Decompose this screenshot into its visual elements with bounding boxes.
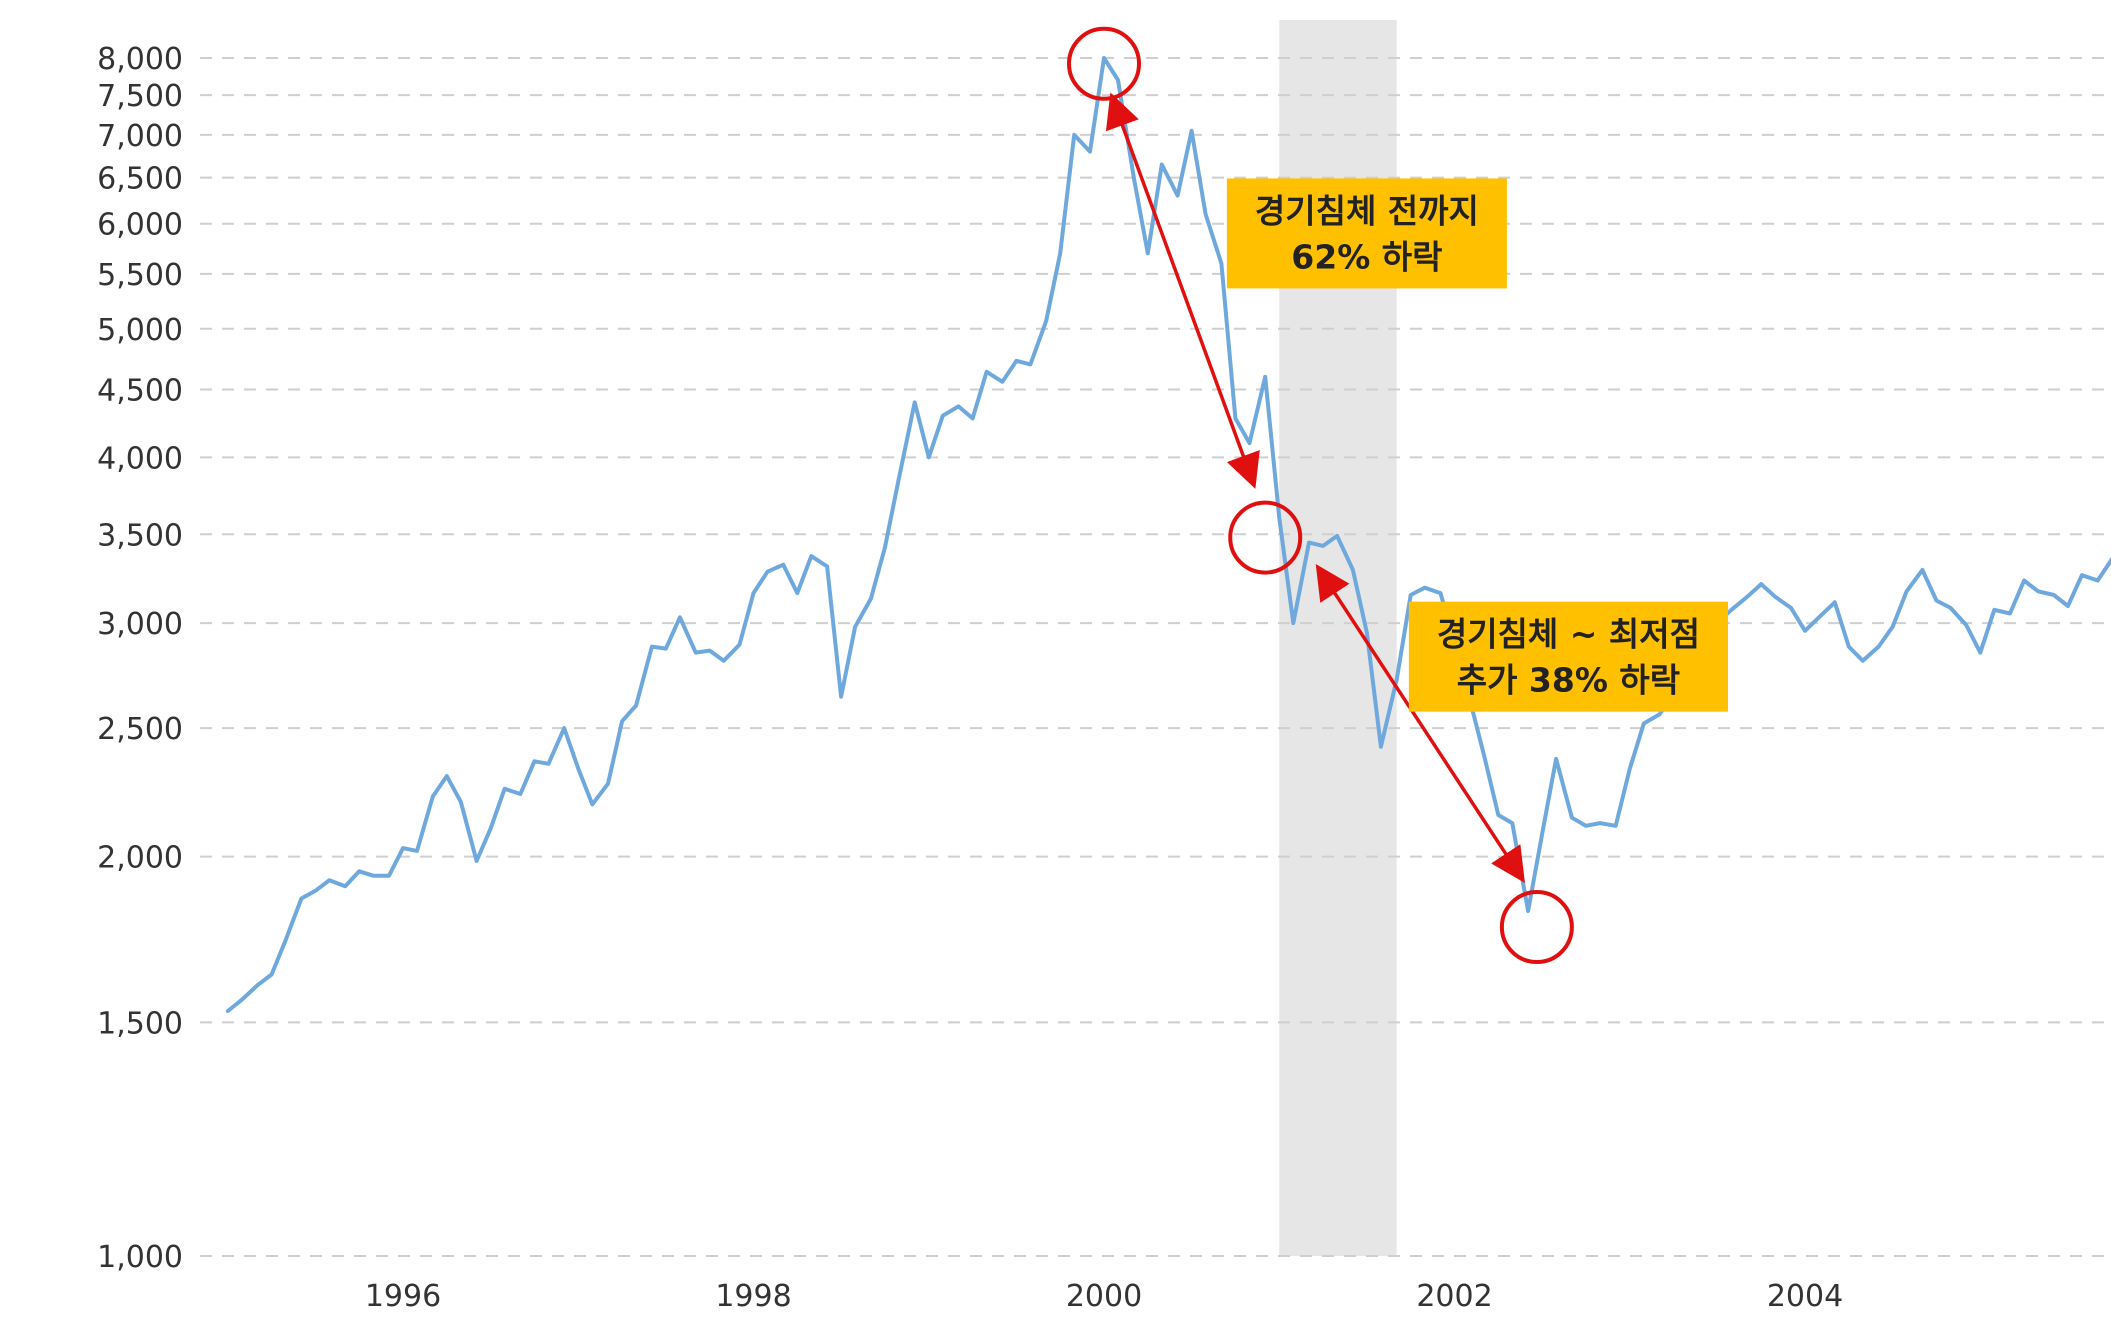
x-tick-label: 1996 — [365, 1279, 441, 1314]
y-axis: 1,000 1,500 2,000 2,500 3,000 3,500 4,000 4,500… — [97, 42, 183, 1275]
y-tick-label: 8,000 — [97, 42, 183, 77]
annotation-line: 추가 38% 하락 — [1457, 661, 1680, 700]
marker-bottom — [1499, 890, 1574, 965]
y-tick-label: 2,000 — [97, 841, 183, 876]
marker-layer — [1067, 26, 1574, 965]
arrow-peak-to-recession — [1105, 92, 1260, 489]
annotation-box — [1408, 601, 1728, 712]
y-tick-label: 7,000 — [97, 119, 183, 154]
x-tick-label: 2002 — [1416, 1279, 1492, 1314]
x-tick-label: 1998 — [715, 1279, 791, 1314]
y-tick-label: 5,500 — [97, 258, 183, 293]
y-tick-label: 6,500 — [97, 162, 183, 197]
annotation-line: 62% 하락 — [1291, 237, 1442, 276]
arrow-recession-to-bottom — [1315, 564, 1525, 884]
annotation-line: 경기침체 전까지 — [1255, 191, 1479, 230]
annotation-pre-recession: 경기침체 전까지 62% 하락 — [1226, 178, 1507, 289]
annotation-line: 경기침체 ~ 최저점 — [1437, 615, 1700, 654]
y-tick-label: 5,000 — [97, 313, 183, 348]
annotation-box — [1226, 178, 1507, 289]
y-tick-label: 3,500 — [97, 518, 183, 553]
x-axis: 1996 1998 2000 2002 2004 — [365, 1279, 1843, 1314]
y-tick-label: 1,500 — [97, 1006, 183, 1041]
y-tick-label: 2,500 — [97, 712, 183, 747]
y-tick-label: 7,500 — [97, 79, 183, 114]
grid-layer — [200, 57, 2111, 1257]
marker-peak — [1067, 26, 1141, 101]
y-tick-label: 4,500 — [97, 373, 183, 408]
marker-recession-start — [1228, 500, 1303, 575]
y-tick-label: 3,000 — [97, 607, 183, 642]
x-tick-label: 2000 — [1066, 1279, 1142, 1314]
arrow-layer — [1105, 92, 1525, 884]
y-tick-label: 4,000 — [97, 441, 183, 476]
y-tick-label: 6,000 — [97, 208, 183, 243]
x-tick-label: 2004 — [1767, 1279, 1843, 1314]
y-tick-label: 1,000 — [97, 1240, 183, 1275]
